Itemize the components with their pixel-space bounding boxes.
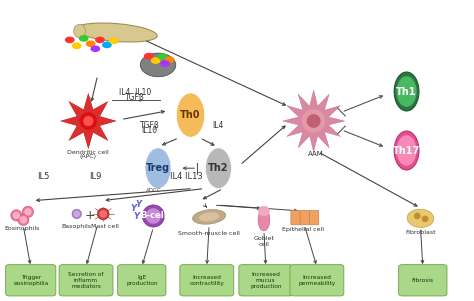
- Polygon shape: [283, 90, 345, 152]
- Text: Y: Y: [133, 212, 139, 221]
- Text: Increased
contractility: Increased contractility: [190, 275, 224, 286]
- Text: Th0: Th0: [180, 110, 201, 120]
- Text: (APC): (APC): [80, 154, 97, 159]
- Ellipse shape: [415, 213, 420, 219]
- Text: Smooth-muscle cell: Smooth-muscle cell: [178, 231, 240, 236]
- Ellipse shape: [97, 208, 109, 220]
- Text: Y: Y: [130, 204, 137, 213]
- Circle shape: [161, 61, 169, 66]
- FancyBboxPatch shape: [399, 265, 447, 296]
- Text: IL5: IL5: [37, 172, 50, 182]
- Ellipse shape: [205, 148, 231, 188]
- Circle shape: [158, 54, 167, 59]
- Text: Epithelial cell: Epithelial cell: [282, 227, 324, 231]
- Text: IL4  IL10: IL4 IL10: [118, 88, 151, 98]
- Ellipse shape: [308, 115, 320, 127]
- Text: IL9: IL9: [89, 172, 101, 182]
- Text: +: +: [84, 209, 95, 222]
- Circle shape: [152, 58, 160, 63]
- Ellipse shape: [25, 209, 31, 215]
- Text: Secretion of
inflamm
mediators: Secretion of inflamm mediators: [68, 272, 104, 289]
- FancyBboxPatch shape: [239, 265, 293, 296]
- Ellipse shape: [397, 136, 416, 165]
- Ellipse shape: [72, 209, 82, 219]
- Circle shape: [165, 57, 174, 62]
- Ellipse shape: [259, 206, 269, 216]
- Ellipse shape: [11, 210, 22, 221]
- Circle shape: [91, 46, 100, 51]
- Text: IgE
production: IgE production: [126, 275, 157, 286]
- Text: Th17: Th17: [393, 145, 420, 156]
- Text: B-cell: B-cell: [140, 212, 167, 221]
- Text: Treg: Treg: [146, 163, 170, 173]
- Text: Mast cell: Mast cell: [91, 224, 118, 229]
- Circle shape: [65, 37, 74, 42]
- Ellipse shape: [146, 209, 161, 223]
- FancyBboxPatch shape: [118, 265, 166, 296]
- Ellipse shape: [142, 205, 164, 227]
- Text: Trigger
eosinophilia: Trigger eosinophilia: [13, 275, 48, 286]
- Circle shape: [109, 38, 118, 43]
- Text: Fibroblast: Fibroblast: [405, 230, 436, 235]
- Text: Fibrosis: Fibrosis: [412, 278, 434, 283]
- Ellipse shape: [394, 72, 419, 111]
- Ellipse shape: [74, 211, 80, 217]
- Ellipse shape: [80, 113, 97, 129]
- Polygon shape: [60, 93, 117, 149]
- Text: Goblet
cell: Goblet cell: [254, 236, 274, 247]
- FancyBboxPatch shape: [310, 210, 319, 225]
- FancyBboxPatch shape: [291, 210, 300, 225]
- Ellipse shape: [84, 116, 93, 126]
- Text: Increased
permeability: Increased permeability: [298, 275, 336, 286]
- Ellipse shape: [73, 24, 85, 38]
- Ellipse shape: [13, 213, 19, 218]
- Text: Increased
mucus
production: Increased mucus production: [250, 272, 282, 289]
- Ellipse shape: [394, 131, 419, 170]
- FancyBboxPatch shape: [59, 265, 113, 296]
- Circle shape: [103, 42, 111, 48]
- Text: Y: Y: [136, 200, 142, 209]
- Text: IL10: IL10: [142, 126, 158, 135]
- Ellipse shape: [397, 77, 416, 106]
- Circle shape: [145, 54, 153, 59]
- Ellipse shape: [407, 209, 434, 228]
- Ellipse shape: [422, 216, 428, 222]
- Ellipse shape: [18, 214, 29, 225]
- Ellipse shape: [22, 206, 34, 217]
- Circle shape: [73, 43, 81, 48]
- Text: AAM: AAM: [308, 150, 324, 157]
- Text: Eosinophils: Eosinophils: [5, 226, 40, 231]
- Ellipse shape: [176, 93, 205, 137]
- Ellipse shape: [20, 217, 26, 223]
- Ellipse shape: [100, 211, 107, 217]
- Ellipse shape: [302, 110, 325, 132]
- Text: IL4: IL4: [212, 121, 223, 130]
- Ellipse shape: [145, 148, 171, 188]
- Text: TGFβ: TGFβ: [140, 121, 160, 130]
- Text: Th2: Th2: [208, 163, 228, 173]
- FancyBboxPatch shape: [300, 210, 310, 225]
- Text: Dendritic cell: Dendritic cell: [67, 150, 109, 155]
- Text: Basophils: Basophils: [62, 224, 92, 229]
- FancyBboxPatch shape: [290, 265, 344, 296]
- Circle shape: [86, 41, 95, 46]
- Ellipse shape: [75, 23, 157, 42]
- Circle shape: [80, 36, 88, 41]
- Ellipse shape: [258, 209, 270, 231]
- FancyBboxPatch shape: [180, 265, 234, 296]
- Ellipse shape: [192, 209, 226, 224]
- Ellipse shape: [200, 213, 219, 221]
- Text: ADCC: ADCC: [146, 188, 161, 193]
- Polygon shape: [60, 93, 117, 149]
- FancyBboxPatch shape: [6, 265, 56, 296]
- Text: IL4 IL13: IL4 IL13: [170, 172, 202, 181]
- Text: Th1: Th1: [396, 86, 417, 97]
- Ellipse shape: [140, 53, 176, 77]
- Text: TGFβ: TGFβ: [125, 93, 145, 102]
- Circle shape: [96, 37, 104, 42]
